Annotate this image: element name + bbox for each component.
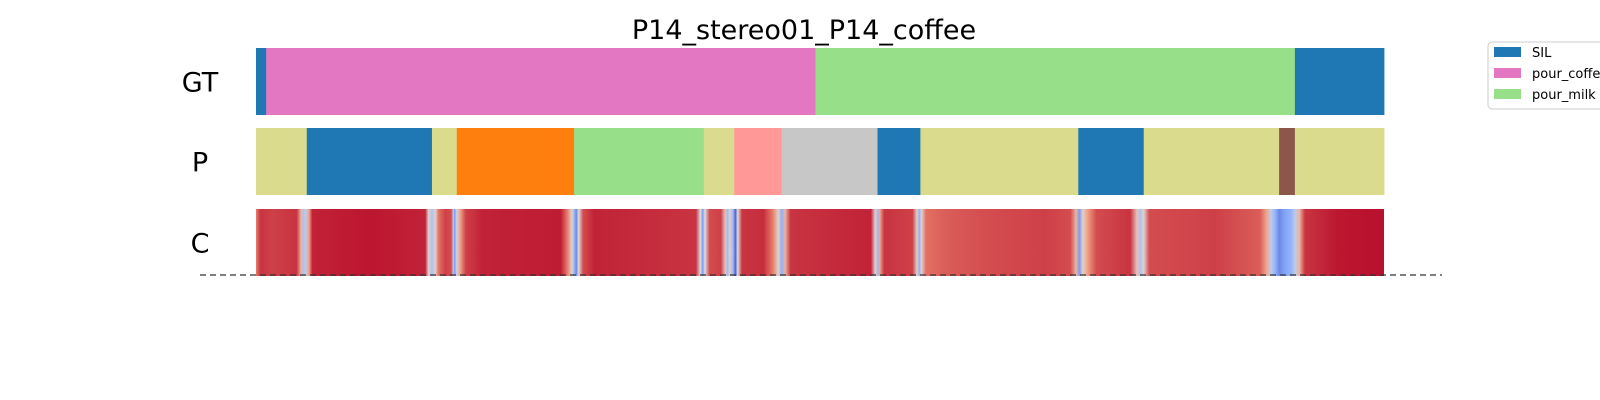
segment bbox=[920, 128, 1079, 195]
legend: SIL pour_coffee pour_milk bbox=[1487, 41, 1600, 110]
legend-label: SIL bbox=[1532, 46, 1552, 61]
segment bbox=[456, 128, 575, 195]
segment bbox=[781, 128, 878, 195]
legend-label: pour_milk bbox=[1532, 88, 1596, 103]
row-label: C bbox=[191, 229, 210, 260]
segment bbox=[877, 128, 921, 195]
segment bbox=[815, 48, 1296, 115]
chart-rows: GT P C bbox=[182, 48, 1385, 276]
segment bbox=[1143, 128, 1280, 195]
row-label: GT bbox=[182, 68, 219, 99]
segment bbox=[1078, 128, 1145, 195]
segment bbox=[703, 128, 735, 195]
legend-swatch bbox=[1494, 89, 1521, 99]
segment bbox=[1279, 128, 1296, 195]
segment bbox=[574, 128, 705, 195]
row-label: P bbox=[192, 148, 208, 179]
legend-label: pour_coffee bbox=[1532, 67, 1600, 82]
row-p: P bbox=[192, 128, 1385, 195]
row-gt: GT bbox=[182, 48, 1385, 115]
segment bbox=[431, 128, 458, 195]
segment bbox=[266, 48, 816, 115]
segment bbox=[306, 128, 433, 195]
segment bbox=[256, 48, 267, 115]
segment bbox=[256, 128, 308, 195]
confidence-strip bbox=[256, 209, 1384, 276]
segment bbox=[734, 128, 783, 195]
legend-swatch bbox=[1494, 47, 1521, 57]
segment bbox=[1294, 48, 1385, 115]
legend-swatch bbox=[1494, 68, 1521, 78]
segment bbox=[1294, 128, 1385, 195]
row-c: C bbox=[191, 209, 1384, 276]
chart-title: P14_stereo01_P14_coffee bbox=[632, 15, 976, 46]
